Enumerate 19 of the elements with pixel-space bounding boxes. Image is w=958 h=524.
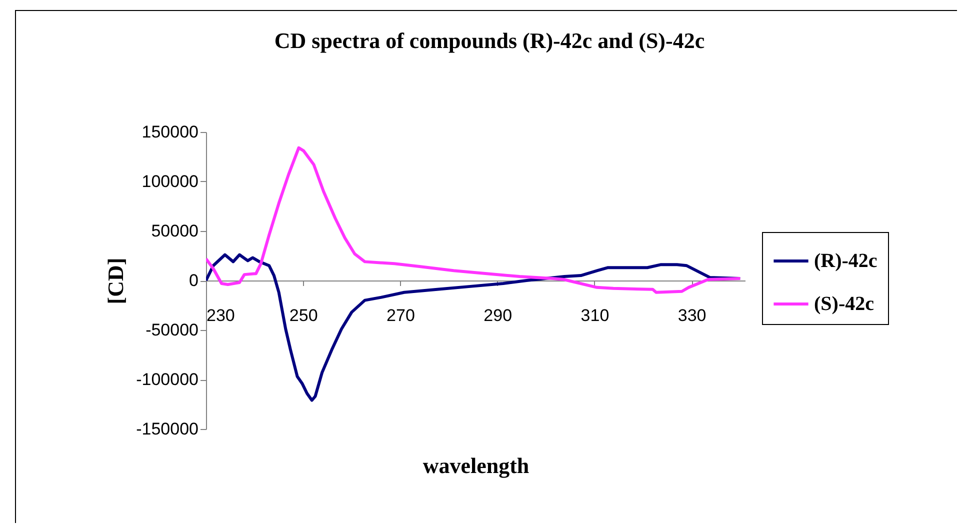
y-tick-label: -150000 [136,420,198,438]
x-tick-label: 330 [678,306,706,325]
y-tick-label: 150000 [142,122,198,142]
x-axis-title: wavelength [422,453,530,478]
y-tick-label: -50000 [146,320,198,340]
x-tick-label: 290 [484,306,512,325]
x-tick-label: 270 [386,306,415,325]
legend-label: (R)-42c [814,250,878,272]
x-tick-label: 310 [580,306,610,325]
x-tick-label: 250 [289,306,318,325]
x-tick-label: 230 [206,306,235,325]
y-tick-label: -100000 [136,370,198,389]
y-tick-label: 0 [189,271,198,290]
y-tick-label: 100000 [142,172,198,191]
chart-title: CD spectra of compounds (R)-42c and (S)-42c [274,28,705,53]
legend-label: (S)-42c [814,293,874,315]
y-axis-title: [CD] [103,258,128,304]
line-series [206,146,742,294]
y-tick-label: 50000 [151,222,198,240]
